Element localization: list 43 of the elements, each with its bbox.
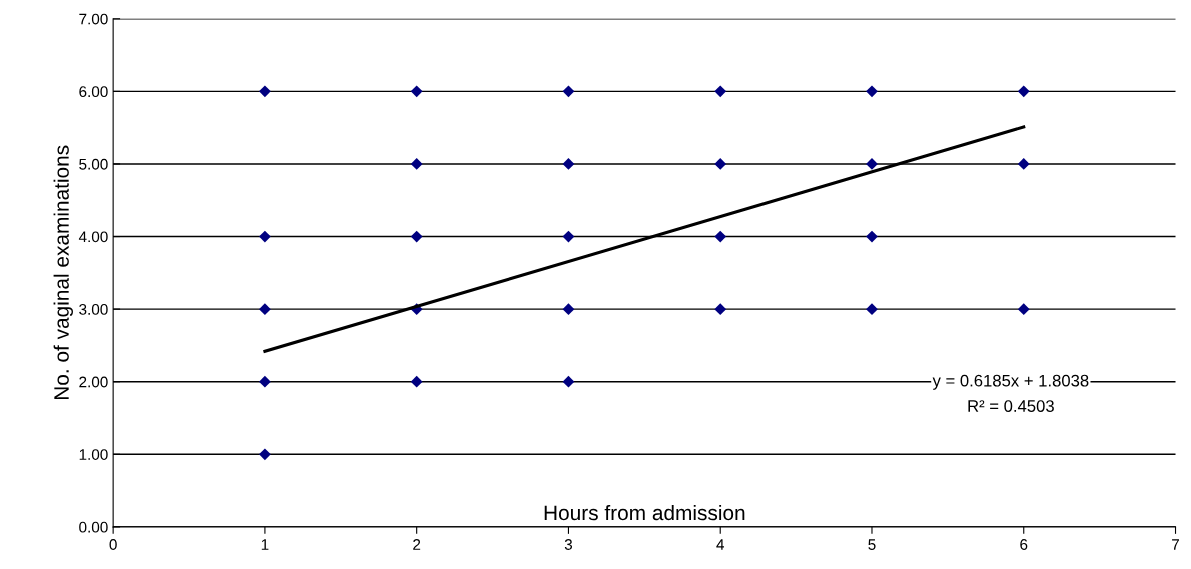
y-tick-label: 6.00 bbox=[79, 86, 108, 98]
y-tick-label: 2.00 bbox=[79, 376, 108, 388]
point bbox=[259, 85, 271, 98]
x-tick-label: 6 bbox=[1020, 539, 1028, 550]
x-tick-label: 1 bbox=[261, 539, 269, 550]
point bbox=[410, 85, 423, 98]
point bbox=[259, 375, 271, 388]
point bbox=[410, 230, 423, 243]
annotation: R² = 0.4503 bbox=[968, 400, 1054, 412]
x-axis-title: Hours from admission bbox=[544, 504, 745, 521]
point bbox=[1017, 303, 1030, 316]
x-tick-label: 4 bbox=[716, 539, 725, 550]
point bbox=[259, 303, 271, 316]
x-tick-label: 7 bbox=[1172, 539, 1179, 550]
annotation: y = 0.6185x + 1.8038 bbox=[932, 374, 1089, 390]
point bbox=[1017, 158, 1030, 170]
point bbox=[714, 230, 727, 243]
point bbox=[866, 230, 878, 243]
point bbox=[410, 158, 423, 170]
point bbox=[866, 85, 878, 98]
y-tick-label: 5.00 bbox=[79, 158, 108, 170]
point bbox=[562, 375, 575, 388]
point bbox=[562, 85, 575, 98]
point bbox=[410, 375, 423, 388]
x-tick-label: 5 bbox=[868, 539, 876, 550]
point bbox=[714, 85, 727, 98]
y-tick-label: 3.00 bbox=[79, 304, 108, 315]
point bbox=[1017, 85, 1030, 98]
point bbox=[714, 158, 727, 170]
y-tick-label: 7.00 bbox=[79, 13, 108, 25]
y-tick-label: 1.00 bbox=[79, 449, 108, 460]
point bbox=[562, 158, 575, 170]
y-tick-label: 4.00 bbox=[78, 231, 108, 243]
point bbox=[562, 303, 575, 316]
x-tick-label: 0 bbox=[109, 539, 117, 550]
x-tick-label: 3 bbox=[564, 539, 573, 550]
point bbox=[866, 303, 878, 316]
x-tick-label: 2 bbox=[413, 539, 421, 550]
point bbox=[259, 230, 271, 243]
y-axis-title: No. of vaginal examinations bbox=[53, 145, 73, 400]
point bbox=[259, 448, 271, 461]
y-tick-label: 0.00 bbox=[79, 521, 108, 533]
point bbox=[714, 303, 727, 316]
